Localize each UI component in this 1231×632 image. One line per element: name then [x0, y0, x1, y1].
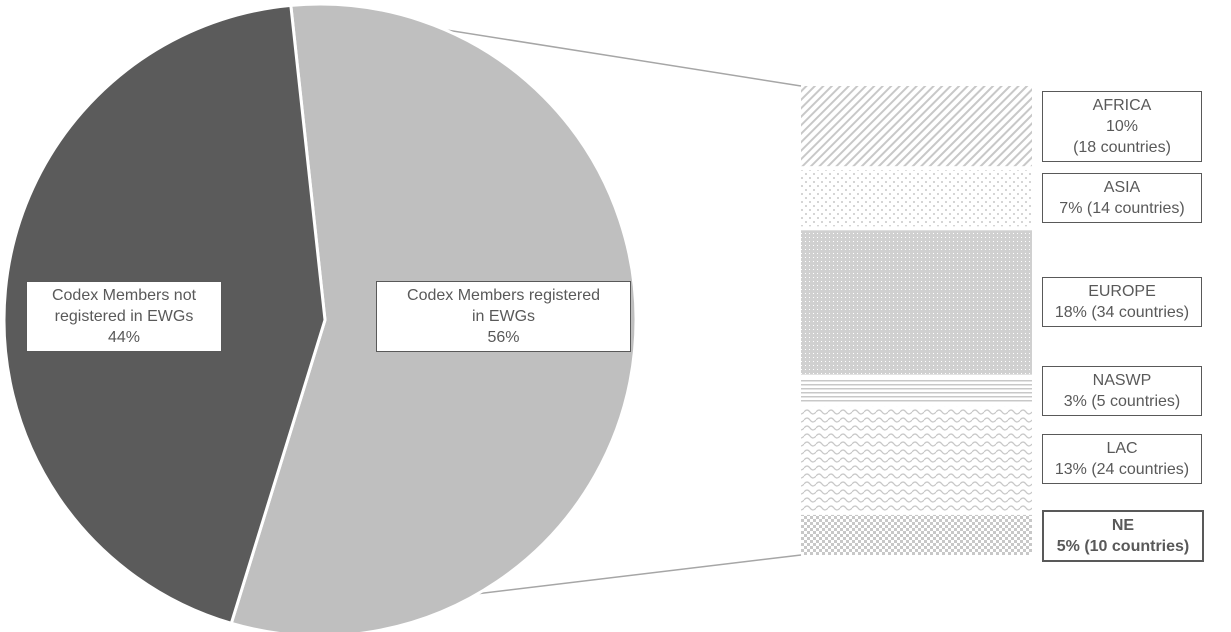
label-line: NASWP — [1092, 372, 1152, 389]
region-label-naswp: NASWP 3% (5 countries) — [1042, 366, 1202, 416]
label-line: NE — [1111, 517, 1135, 534]
label-line: ASIA — [1103, 179, 1141, 196]
label-line: 10% — [1105, 118, 1139, 135]
pie-label-not-registered: Codex Members not registered in EWGs 44% — [26, 281, 222, 352]
bar-segment-lac — [801, 406, 1032, 511]
label-line: 3% (5 countries) — [1063, 393, 1181, 410]
bar-segment-europe — [801, 230, 1032, 375]
label-line: 44% — [107, 329, 141, 346]
label-line: LAC — [1106, 440, 1138, 457]
label-line: 18% (34 countries) — [1054, 304, 1190, 321]
label-line: 13% (24 countries) — [1054, 461, 1190, 478]
region-label-asia: ASIA 7% (14 countries) — [1042, 173, 1202, 223]
bar-segment-asia — [801, 170, 1032, 227]
label-line: Codex Members not — [51, 287, 197, 304]
bar-segment-africa — [801, 86, 1032, 167]
bar-segment-ne — [801, 514, 1032, 555]
label-line: 5% (10 countries) — [1056, 538, 1190, 555]
region-label-ne: NE 5% (10 countries) — [1042, 510, 1204, 562]
label-line: AFRICA — [1092, 97, 1152, 114]
region-label-africa: AFRICA 10% (18 countries) — [1042, 91, 1202, 162]
label-line: (18 countries) — [1073, 139, 1171, 156]
label-line: Codex Members registered — [407, 287, 600, 304]
label-line: 56% — [487, 329, 520, 346]
label-line: in EWGs — [471, 308, 536, 325]
region-label-lac: LAC 13% (24 countries) — [1042, 434, 1202, 484]
pie-label-registered: Codex Members registered in EWGs 56% — [376, 281, 631, 352]
label-line: EUROPE — [1088, 283, 1156, 300]
label-line: registered in EWGs — [54, 308, 194, 325]
label-line: 7% (14 countries) — [1059, 200, 1185, 217]
region-label-europe: EUROPE 18% (34 countries) — [1042, 277, 1202, 327]
bar-segment-naswp — [801, 378, 1032, 403]
